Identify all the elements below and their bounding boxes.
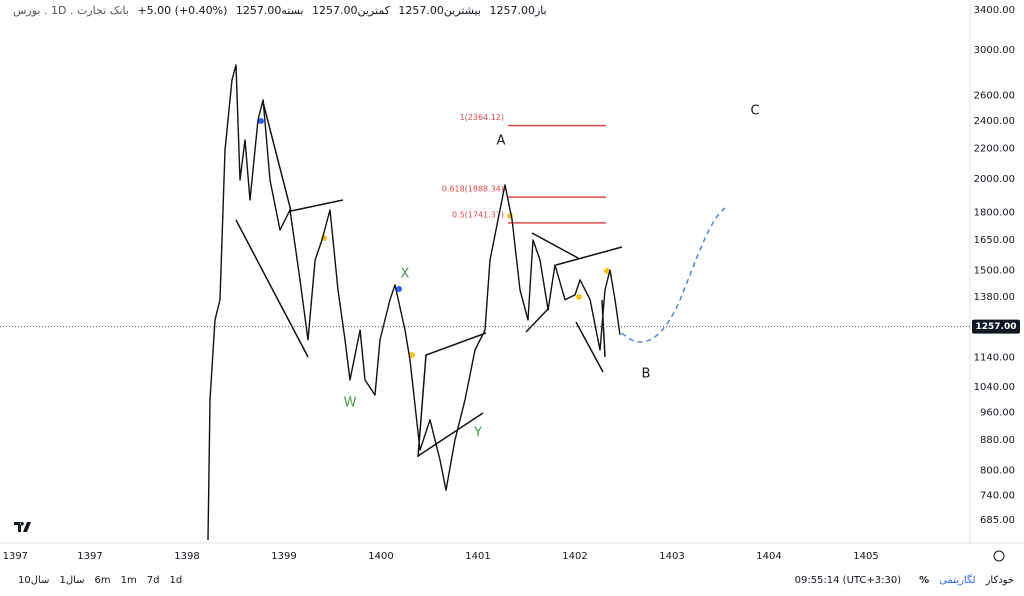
x-tick-label: 1399 — [271, 551, 296, 562]
wave-label: X — [401, 267, 410, 282]
auto-toggle[interactable]: خودکار — [985, 575, 1014, 586]
y-tick-label: 960.00 — [980, 407, 1015, 418]
y-tick-label: 685.00 — [980, 515, 1015, 526]
y-tick-label: 1800.00 — [974, 207, 1015, 218]
fib-label: 1(2364.12) — [460, 113, 504, 122]
wave-label: C — [750, 104, 759, 119]
chart: W X Y A B C 3400.00 3000.00 2600.00 2400.00… — [0, 0, 1024, 562]
x-tick-label: 1405 — [853, 551, 878, 562]
trendline — [525, 232, 623, 373]
close: بسته1257.00 — [235, 4, 304, 17]
wave-label: Y — [473, 426, 482, 441]
x-tick-label: 1404 — [756, 551, 781, 562]
x-tick-label: 1398 — [174, 551, 199, 562]
y-tick-label: 2600.00 — [974, 90, 1015, 101]
dot — [396, 286, 402, 292]
wave-label: W — [344, 396, 357, 411]
dot — [258, 118, 264, 124]
percent[interactable]: % — [919, 575, 930, 586]
x-tick-label: 1397 — [77, 551, 102, 562]
high: بیشترین1257.00 — [398, 4, 481, 17]
y-tick-label: 880.00 — [980, 435, 1015, 446]
low: کمترین1257.00 — [312, 4, 390, 17]
open: باز1257.00 — [489, 4, 547, 17]
y-tick-label: 1040.00 — [974, 382, 1015, 393]
y-tick-label: 2000.00 — [974, 174, 1015, 185]
range-button[interactable]: 1m — [120, 575, 137, 586]
x-tick-label: 1397 — [3, 551, 28, 562]
symbol: بانک تجارت . 1D . بورس — [13, 4, 129, 17]
range-button[interactable]: 10سال — [18, 575, 50, 586]
y-tick-label: 1140.00 — [974, 353, 1015, 364]
y-tick-label: 3400.00 — [974, 5, 1015, 16]
x-tick-label: 1401 — [465, 551, 490, 562]
trendlines — [235, 101, 623, 458]
price-label: 1257.00 — [976, 322, 1017, 332]
y-tick-label: 2200.00 — [974, 144, 1015, 155]
logo — [14, 522, 31, 532]
projection — [621, 207, 726, 343]
wave-label: A — [497, 134, 506, 149]
trendline — [235, 101, 344, 358]
fib-label: 0.618(1888.34) — [442, 185, 504, 194]
log-toggle[interactable]: لگاریتمی — [939, 575, 976, 586]
y-tick-label: 1500.00 — [974, 265, 1015, 276]
x-tick-label: 1400 — [368, 551, 393, 562]
range-button[interactable]: 1سال — [59, 575, 85, 586]
y-tick-label: 1650.00 — [974, 235, 1015, 246]
y-tick-label: 1380.00 — [974, 292, 1015, 303]
change: +5.00 (+0.40%) — [137, 4, 228, 17]
x-tick-label: 1402 — [562, 551, 587, 562]
range-button[interactable]: 1d — [169, 575, 183, 586]
clock: 09:55:14 (UTC+3:30) — [794, 575, 902, 586]
dot — [604, 268, 610, 274]
range-button[interactable]: 6m — [94, 575, 111, 586]
y-tick-label: 3000.00 — [974, 45, 1015, 56]
x-tick-label: 1403 — [659, 551, 684, 562]
y-tick-label: 2400.00 — [974, 116, 1015, 127]
range-button[interactable]: 7d — [146, 575, 160, 586]
fib-label: 0.5(1741.37) — [452, 210, 504, 219]
dot — [409, 352, 415, 358]
wave-label: B — [642, 367, 651, 382]
trendline — [417, 332, 487, 458]
range-bar: 10سال 1سال 6m 1m 7d 1d — [18, 575, 182, 586]
dot — [576, 294, 582, 300]
markers — [258, 118, 610, 358]
y-tick-label: 740.00 — [980, 490, 1015, 501]
settings[interactable] — [993, 550, 1005, 562]
price-series — [207, 64, 621, 541]
status-bar: 09:55:14 (UTC+3:30) % لگاریتمی خودکار — [795, 575, 1014, 586]
y-tick-label: 800.00 — [980, 465, 1015, 476]
header: باز1257.00 بیشترین1257.00 کمترین1257.00 … — [8, 4, 547, 17]
price-box — [972, 319, 1020, 334]
